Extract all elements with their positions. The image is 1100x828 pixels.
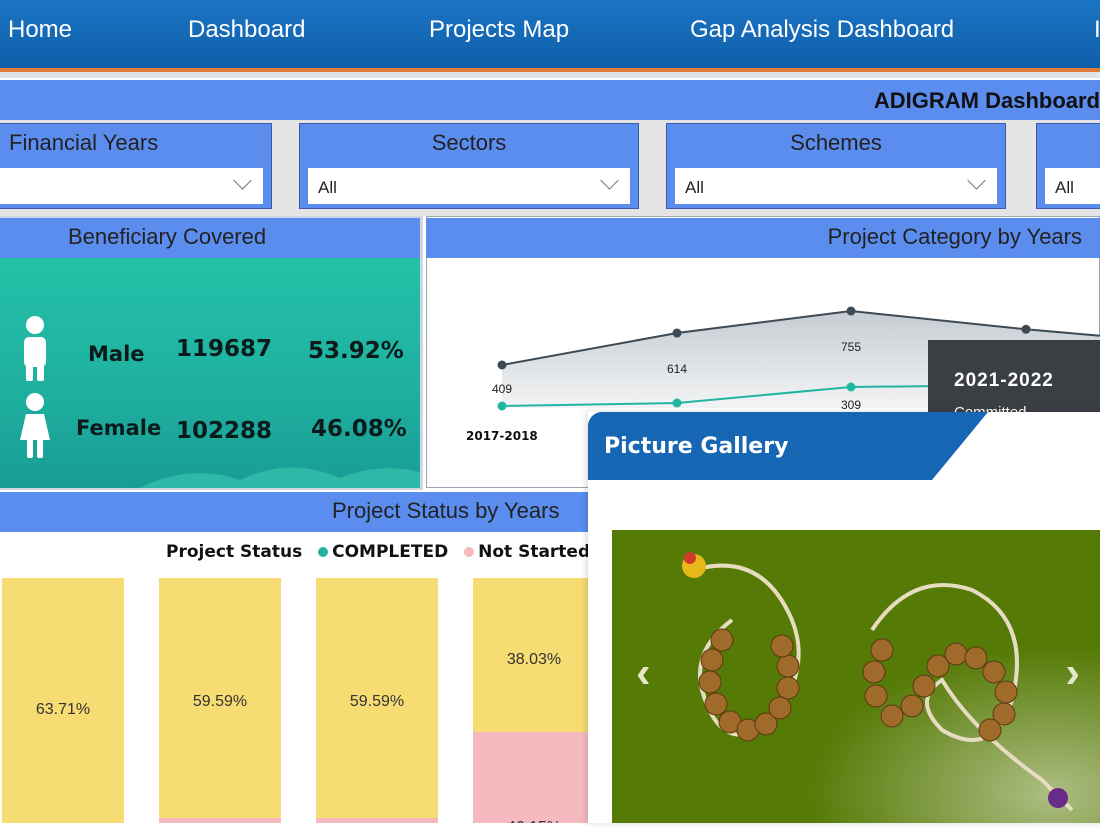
picture-gallery-tab: Picture Gallery (588, 412, 988, 480)
not-started-dot (464, 547, 475, 557)
filter-label: Schemes (790, 130, 882, 155)
filter-sectors: Sectors All (299, 123, 639, 209)
filter-value: All (1055, 178, 1074, 197)
filter-value: All (685, 178, 704, 197)
female-icon (20, 393, 50, 458)
series-1-point (1021, 324, 1031, 334)
legend-completed[interactable]: COMPLETED (332, 542, 449, 562)
schemes-dropdown[interactable]: All (675, 168, 997, 204)
status-bar-segment (316, 818, 438, 823)
status-bar-label: 38.03% (507, 651, 561, 668)
female-count: 102288 (176, 418, 273, 444)
female-label: Female (76, 416, 162, 440)
nav-accent-line (0, 68, 1100, 72)
nav-divider (0, 72, 1100, 78)
status-bar-segment (159, 578, 281, 818)
status-bar-segment (473, 578, 595, 732)
series-1-point (846, 306, 856, 316)
series-1-data-label: 755 (841, 340, 861, 354)
status-legend: Project Status COMPLETED Not Started (166, 542, 590, 562)
status-bar-chart: 63.71% 59.59% 59.59% 38.03% 46.15% (2, 578, 595, 823)
male-icon (24, 316, 46, 381)
filter-label: Financial Years (9, 130, 159, 155)
chevron-left-icon[interactable]: ‹ (636, 648, 651, 697)
beneficiary-card: Male 119687 53.92% Female 102288 46.08% (0, 258, 420, 488)
nav-projects-map[interactable]: Projects Map (429, 16, 570, 43)
legend-title: Project Status (166, 542, 303, 562)
x-tick-label: 2017-2018 (466, 429, 538, 443)
female-percent: 46.08% (311, 416, 407, 442)
anklet-bells-left (693, 563, 801, 742)
male-count: 119687 (176, 336, 273, 362)
filter-financial-years: Financial Years (0, 123, 272, 209)
sectors-dropdown[interactable]: All (308, 168, 630, 204)
filter-fourth: All (1036, 123, 1100, 209)
status-bar-segment (473, 732, 595, 823)
chevron-right-icon[interactable]: › (1065, 648, 1080, 697)
top-nav-bar: Home Dashboard Projects Map Gap Analysis… (0, 0, 1100, 70)
status-bar-label: 63.71% (36, 701, 90, 718)
series-1-data-label: 409 (492, 382, 512, 396)
male-percent: 53.92% (308, 338, 404, 364)
nav-gap-analysis[interactable]: Gap Analysis Dashboard (690, 16, 955, 43)
series-2-point (672, 398, 682, 408)
completed-dot (318, 547, 329, 557)
filter-value: All (318, 178, 337, 197)
picture-gallery-title: Picture Gallery (604, 434, 789, 459)
series-1-point (497, 360, 507, 370)
status-header: Project Status by Years (0, 492, 600, 532)
dashboard-title-bar: ADIGRAM Dashboard (0, 80, 1100, 120)
legend-not-started[interactable]: Not Started (478, 542, 591, 562)
gallery-photo (612, 530, 1100, 823)
series-1-data-label: 614 (667, 362, 687, 376)
financial-years-dropdown[interactable] (0, 168, 263, 204)
beneficiary-graphics (20, 316, 420, 488)
nav-more[interactable]: I (1094, 16, 1100, 43)
beneficiary-header: Beneficiary Covered (0, 218, 420, 258)
tooltip-title: 2021-2022 (954, 370, 1054, 391)
chevron-down-icon (233, 171, 252, 190)
anklet-bells-right (862, 583, 1074, 812)
status-bar-segment (159, 818, 281, 823)
chart-tooltip: 2021-2022 Committed (928, 340, 1100, 421)
chevron-down-icon (967, 171, 986, 190)
series-2-point (846, 382, 856, 392)
series-1-point (672, 328, 682, 338)
nav-home[interactable]: Home (8, 16, 73, 43)
series-2-data-label: 309 (841, 398, 861, 412)
status-bar-label: 59.59% (350, 693, 404, 710)
filter-schemes: Schemes All (666, 123, 1006, 209)
status-bar-label: 46.15% (507, 819, 561, 823)
status-bar-segment (2, 578, 124, 823)
nav-dashboard[interactable]: Dashboard (188, 16, 306, 43)
dashboard-title: ADIGRAM Dashboard (873, 88, 1100, 113)
gallery-image[interactable]: ‹ › (612, 530, 1100, 823)
beneficiary-title: Beneficiary Covered (68, 224, 267, 249)
series-2-point (497, 401, 507, 411)
male-label: Male (88, 342, 145, 366)
chevron-down-icon (600, 171, 619, 190)
status-title: Project Status by Years (332, 498, 560, 523)
status-bar-label: 59.59% (193, 693, 247, 710)
category-title: Project Category by Years (827, 224, 1082, 249)
category-header: Project Category by Years (426, 218, 1100, 258)
fourth-dropdown[interactable]: All (1045, 168, 1100, 204)
status-bar-segment (316, 578, 438, 818)
filter-label: Sectors (431, 130, 507, 155)
